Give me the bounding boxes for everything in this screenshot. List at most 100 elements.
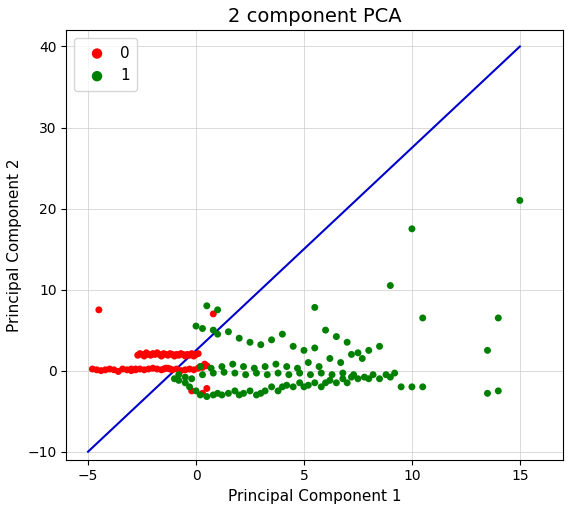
0: [105, 365, 114, 373]
1: [364, 375, 373, 383]
1: [230, 369, 239, 377]
1: [252, 369, 261, 377]
0: [164, 364, 173, 373]
0: [198, 389, 207, 398]
1: [325, 376, 335, 384]
0: [114, 367, 123, 376]
0: [150, 351, 160, 359]
0: [165, 365, 174, 373]
1: [364, 346, 373, 355]
1: [494, 314, 503, 322]
1: [174, 370, 184, 379]
1: [358, 355, 367, 363]
1: [256, 389, 266, 398]
1: [293, 364, 302, 373]
1: [349, 370, 358, 379]
1: [174, 376, 184, 384]
1: [213, 389, 222, 398]
1: [213, 306, 222, 314]
0: [133, 351, 142, 359]
1: [217, 362, 226, 370]
1: [483, 346, 492, 355]
0: [146, 351, 155, 359]
1: [209, 391, 218, 399]
1: [317, 369, 326, 377]
1: [224, 328, 233, 336]
1: [213, 330, 222, 338]
0: [176, 350, 185, 358]
1: [219, 368, 229, 376]
1: [224, 389, 233, 398]
1: [267, 383, 276, 391]
0: [196, 362, 205, 370]
0: [157, 366, 166, 374]
1: [408, 225, 417, 233]
1: [217, 391, 226, 399]
1: [241, 370, 250, 379]
1: [288, 342, 298, 351]
0: [176, 366, 185, 375]
0: [135, 365, 144, 373]
1: [256, 341, 266, 349]
1: [321, 379, 330, 387]
1: [390, 369, 399, 377]
0: [92, 366, 101, 374]
1: [328, 370, 337, 379]
1: [353, 375, 363, 383]
1: [271, 360, 280, 368]
0: [192, 351, 201, 359]
0: [88, 365, 97, 373]
1: [202, 392, 211, 401]
1: [306, 370, 315, 379]
0: [172, 365, 181, 373]
0: [157, 352, 166, 360]
0: [148, 350, 157, 358]
1: [260, 362, 270, 370]
1: [274, 387, 283, 395]
1: [386, 373, 395, 381]
1: [246, 387, 255, 395]
1: [282, 381, 291, 389]
0: [181, 352, 190, 360]
1: [338, 369, 347, 377]
1: [246, 338, 255, 346]
1: [325, 355, 335, 363]
1: [260, 387, 270, 395]
1: [315, 362, 324, 370]
0: [172, 351, 181, 359]
1: [310, 304, 319, 312]
0: [178, 351, 188, 359]
1: [332, 333, 341, 341]
0: [144, 351, 153, 359]
0: [181, 366, 190, 374]
0: [164, 351, 173, 359]
1: [187, 375, 196, 383]
1: [299, 383, 308, 391]
0: [96, 366, 105, 375]
1: [278, 383, 287, 391]
1: [418, 314, 428, 322]
0: [94, 306, 103, 314]
0: [101, 366, 110, 374]
0: [153, 349, 162, 357]
1: [418, 383, 428, 391]
0: [165, 350, 174, 358]
0: [109, 366, 119, 374]
1: [295, 379, 304, 387]
1: [267, 336, 276, 344]
Title: 2 component PCA: 2 component PCA: [228, 7, 402, 26]
1: [375, 342, 384, 351]
0: [137, 351, 146, 359]
0: [168, 366, 177, 374]
0: [189, 366, 198, 374]
0: [123, 366, 132, 374]
1: [239, 389, 248, 398]
1: [230, 387, 239, 395]
X-axis label: Principal Component 1: Principal Component 1: [228, 489, 401, 504]
1: [263, 370, 272, 379]
Legend: 0, 1: 0, 1: [74, 38, 137, 91]
1: [192, 387, 201, 395]
0: [200, 360, 209, 368]
0: [189, 352, 198, 360]
1: [196, 362, 205, 370]
